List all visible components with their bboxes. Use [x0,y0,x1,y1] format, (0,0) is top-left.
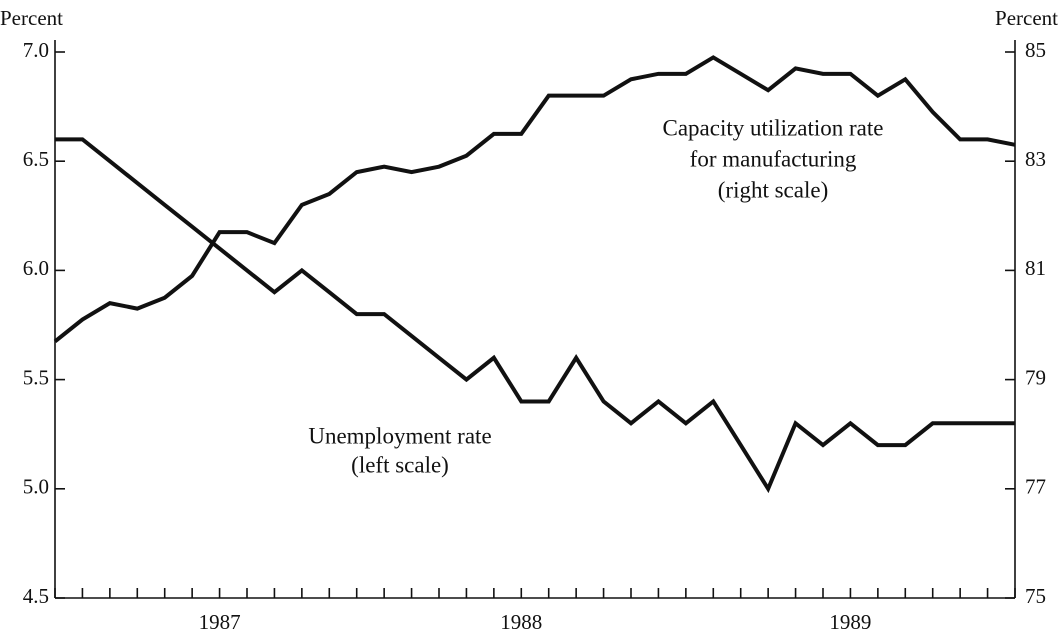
series-line [53,55,1016,343]
annotation: Capacity utilization rate [663,115,884,140]
x-tick-label: 1987 [199,610,241,634]
y-tick-label: 6.5 [23,147,49,171]
y-tick-label: 6.0 [23,256,49,280]
annotation: (left scale) [351,452,449,477]
y2-tick-label: 75 [1025,584,1046,608]
y2-axis-label: Percent [995,6,1058,30]
y-tick-label: 4.5 [23,584,49,608]
y-tick-label: 5.0 [23,475,49,499]
y2-tick-label: 83 [1025,147,1046,171]
annotation: for manufacturing [690,146,857,171]
y2-tick-label: 85 [1025,38,1046,62]
y-tick-label: 5.5 [23,365,49,389]
series-line [55,137,1015,494]
y-tick-label: 7.0 [23,38,49,62]
x-tick-label: 1988 [500,610,542,634]
annotation: (right scale) [718,177,828,202]
y2-tick-label: 77 [1025,475,1046,499]
x-tick-label: 1989 [829,610,871,634]
y2-tick-label: 81 [1025,256,1046,280]
annotation: Unemployment rate [308,423,491,448]
y-axis-label: Percent [0,6,63,30]
y2-tick-label: 79 [1025,365,1046,389]
